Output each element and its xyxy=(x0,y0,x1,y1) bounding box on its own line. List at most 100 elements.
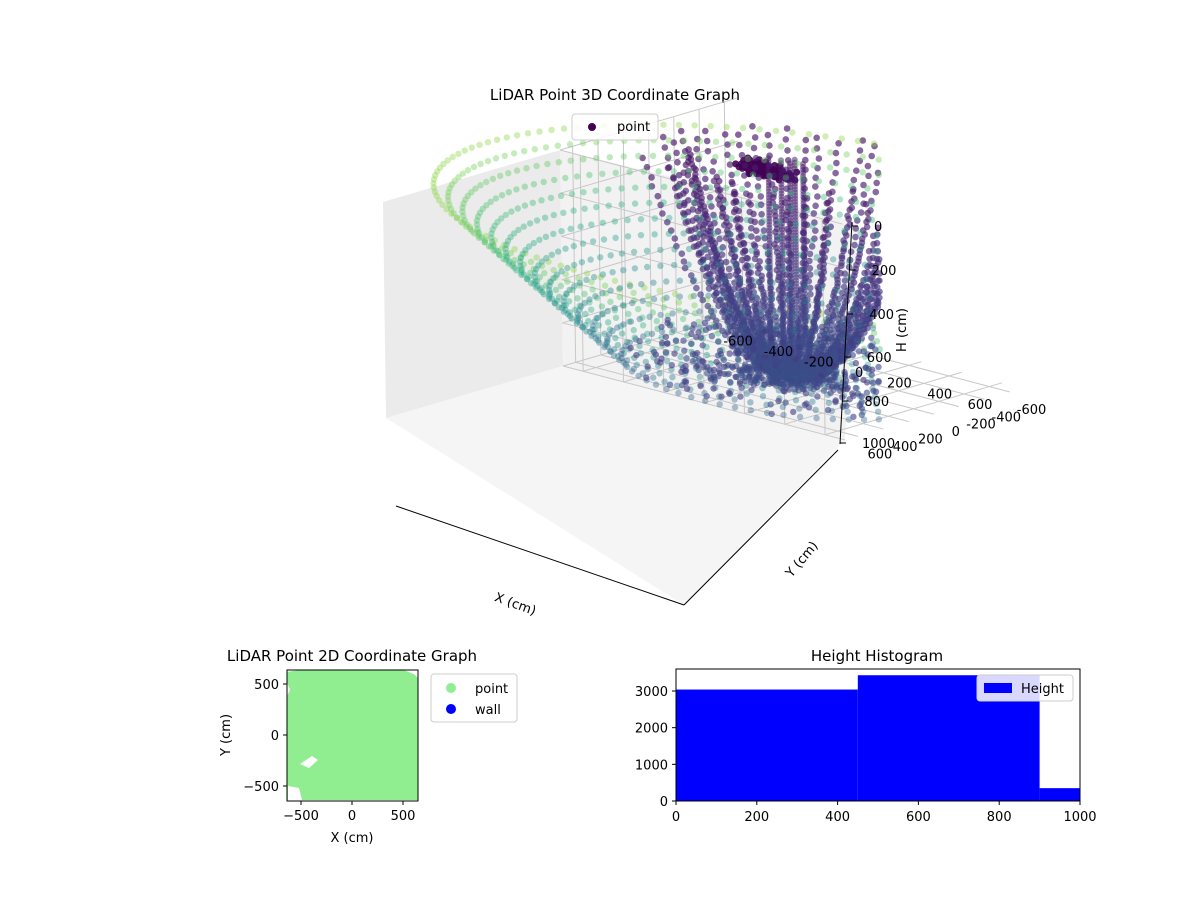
lidar-point xyxy=(557,262,565,269)
lidar-point xyxy=(724,286,732,294)
lidar-point xyxy=(747,407,754,414)
lidar-point xyxy=(630,365,637,373)
lidar-point xyxy=(546,291,553,298)
legend-3d-label: point xyxy=(617,120,650,135)
lidar-point xyxy=(541,214,549,221)
lidar-point xyxy=(575,274,582,282)
lidar-point xyxy=(535,262,542,269)
lidar-point xyxy=(510,150,518,157)
lidar-point xyxy=(743,231,750,239)
lidar-point xyxy=(601,282,609,289)
lidar-point xyxy=(548,126,555,134)
lidar-point xyxy=(782,136,790,143)
lidar-point xyxy=(503,134,510,141)
lidar-point xyxy=(731,279,738,287)
lidar-point xyxy=(838,252,846,260)
lidar-point xyxy=(769,199,777,206)
lidar-point xyxy=(573,319,580,327)
lidar-point xyxy=(660,199,667,206)
lidar-point xyxy=(475,234,483,241)
lidar-point xyxy=(498,245,505,252)
lidar-point xyxy=(505,189,512,196)
lidar-point xyxy=(804,302,812,309)
lidar-point xyxy=(764,131,772,139)
lidar-point xyxy=(871,302,879,309)
lidar-point xyxy=(848,281,855,289)
lidar-point xyxy=(550,266,557,274)
legend-3d-box xyxy=(571,113,659,141)
lidar-point xyxy=(606,154,613,161)
lidar-point xyxy=(775,295,783,302)
lidar-point xyxy=(761,157,768,164)
lidar-point xyxy=(832,286,839,294)
lidar-point xyxy=(587,256,594,263)
lidar-point xyxy=(841,270,849,278)
x-tick-label-3d: 600 xyxy=(968,398,993,413)
lidar-point xyxy=(729,363,736,370)
lidar-point xyxy=(774,310,781,317)
y-tick-label-hist: 3000 xyxy=(635,685,668,700)
lidar-point xyxy=(502,211,510,219)
lidar-point xyxy=(579,139,587,147)
lidar-point xyxy=(826,346,833,353)
lidar-point xyxy=(475,229,483,237)
lidar-point xyxy=(860,191,868,198)
y-tick-label-hist: 0 xyxy=(660,795,668,810)
legend-hist-box xyxy=(976,674,1074,702)
lidar-point xyxy=(555,159,562,166)
lidar-point xyxy=(704,147,712,155)
lidar-point xyxy=(712,297,720,304)
lidar-point xyxy=(853,261,860,269)
lidar-point xyxy=(683,385,691,392)
lidar-point xyxy=(757,306,764,313)
lidar-point xyxy=(773,225,781,233)
lidar-point xyxy=(657,201,664,209)
lidar-point xyxy=(474,225,481,232)
lidar-point xyxy=(841,371,849,378)
lidar-point xyxy=(812,174,819,182)
y-tick-label-hist: 1000 xyxy=(635,758,668,773)
lidar-point xyxy=(620,153,627,160)
z-tick-label-3d: 800 xyxy=(864,395,889,410)
lidar-point xyxy=(764,324,772,331)
lidar-point xyxy=(665,164,673,171)
lidar-point xyxy=(854,321,862,329)
lidar-point xyxy=(673,345,680,352)
lidar-point xyxy=(813,269,820,276)
lidar-point xyxy=(459,170,467,177)
lidar-point xyxy=(684,158,692,166)
lidar-point xyxy=(693,145,700,153)
lidar-point xyxy=(801,185,808,192)
lidar-point xyxy=(854,137,862,145)
lidar-point xyxy=(648,174,655,181)
lidar-point xyxy=(860,181,867,189)
lidar-point xyxy=(713,358,720,366)
lidar-point xyxy=(757,333,765,341)
lidar-point xyxy=(788,297,796,305)
lidar-point xyxy=(833,272,841,280)
lidar-point xyxy=(737,393,744,400)
lidar-point xyxy=(562,174,569,182)
lidar-point xyxy=(797,314,804,321)
lidar-point xyxy=(685,168,693,175)
lidar-point xyxy=(650,348,658,356)
lidar-point xyxy=(830,362,837,369)
lidar-point xyxy=(814,164,821,172)
lidar-point xyxy=(610,346,618,353)
lidar-point xyxy=(868,201,876,208)
lidar-point xyxy=(822,247,830,254)
lidar-point xyxy=(863,283,870,291)
lidar-point xyxy=(453,214,461,221)
lidar-point xyxy=(799,236,806,244)
lidar-point xyxy=(697,291,704,298)
lidar-point xyxy=(753,227,760,234)
lidar-point xyxy=(806,313,814,321)
lidar-point xyxy=(758,219,765,226)
lidar-point xyxy=(624,233,632,240)
lidar-point xyxy=(785,265,793,273)
lidar-point xyxy=(666,322,674,329)
lidar-point xyxy=(834,279,841,287)
lidar-point xyxy=(802,147,809,154)
lidar-point xyxy=(713,260,720,267)
lidar-point xyxy=(841,227,848,234)
